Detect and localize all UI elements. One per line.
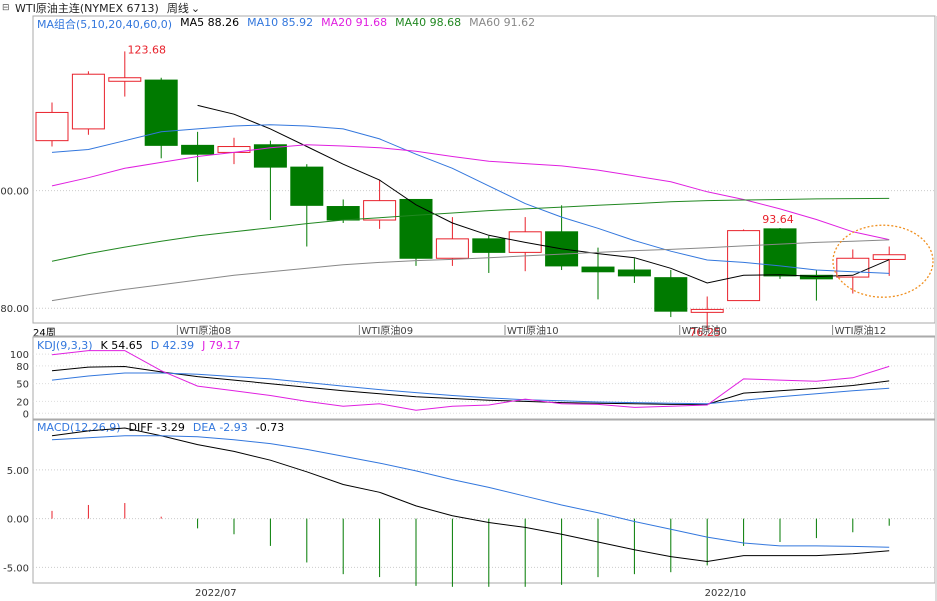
panel-frame-2	[32, 419, 936, 584]
kdj-line-d	[51, 372, 890, 405]
instrument-title: WTI原油主连(NYMEX 6713)	[15, 2, 159, 15]
contract-label: WTI原油10	[507, 324, 559, 337]
candle-up	[363, 200, 397, 221]
date-label: 2022/10	[705, 588, 747, 599]
chevron-down-icon: ⌄	[190, 1, 201, 15]
macd-y-tick: -5.00	[3, 563, 29, 574]
candle-down	[399, 198, 433, 259]
period-label: 周线	[166, 2, 189, 15]
ma-legend: MA组合(5,10,20,40,60,0) MA5 88.26 MA10 85.…	[37, 16, 535, 32]
candle-down	[144, 79, 178, 146]
period-dropdown[interactable]: 周线 ⌄	[167, 0, 200, 16]
price-y-tick: 100.00	[0, 187, 29, 198]
candle-down	[581, 266, 615, 273]
kdj-line-j	[51, 350, 890, 411]
kdj-y-tick: 80	[16, 362, 29, 373]
ma10-label: MA10 85.92	[247, 16, 314, 29]
price-y-tick: 80.00	[0, 304, 29, 315]
minimize-icon[interactable]: ⊟	[2, 3, 10, 13]
kdj-y-tick: 0	[23, 409, 29, 420]
date-label: 2022/07	[195, 588, 237, 599]
macd-dea-label: DEA -2.93	[192, 421, 248, 434]
ma-line-ma60	[51, 239, 890, 302]
contract-label: WTI原油09	[361, 324, 413, 337]
macd-y-tick: 5.00	[7, 466, 29, 477]
candle-up	[690, 308, 724, 313]
kdj-d-label: D 42.39	[150, 339, 195, 352]
candle-up	[508, 231, 542, 253]
kdj-j-label: J 79.17	[202, 339, 241, 352]
candle-up	[872, 254, 906, 260]
candle-down	[253, 144, 287, 168]
candle-down	[654, 277, 688, 312]
candle-down	[617, 269, 651, 277]
ma20-label: MA20 91.68	[321, 16, 388, 29]
vertical-scrollbar[interactable]	[935, 16, 937, 601]
contract-label: WTI原油08	[179, 324, 231, 337]
local-high-label: 93.64	[762, 213, 794, 226]
candle-down	[545, 231, 579, 267]
candle-up	[217, 146, 251, 153]
macd-diff-label: DIFF -3.29	[128, 421, 185, 434]
macd-name-label[interactable]: MACD(12,26,9)	[37, 421, 121, 434]
ma-group-label[interactable]: MA组合(5,10,20,40,60,0)	[37, 18, 173, 31]
kdj-y-tick: 20	[16, 397, 29, 408]
macd-legend: MACD(12,26,9) DIFF -3.29 DEA -2.93 -0.73	[37, 421, 284, 434]
ma40-label: MA40 98.68	[395, 16, 462, 29]
candle-down	[181, 144, 215, 155]
macd-diff-line	[51, 427, 890, 563]
min-price-label: 76.25	[689, 326, 721, 339]
kdj-y-tick: 50	[16, 380, 29, 391]
candle-down	[763, 228, 797, 277]
candle-down	[472, 238, 506, 253]
candle-up	[727, 230, 761, 302]
contract-label: WTI原油0	[682, 324, 727, 337]
ma60-label: MA60 91.62	[469, 16, 536, 29]
kdj-line-k	[51, 365, 890, 405]
highlight-circle	[832, 224, 934, 298]
macd-value-label: -0.73	[255, 421, 285, 434]
candle-up	[108, 77, 142, 82]
max-price-label: 123.68	[128, 43, 167, 56]
kdj-y-tick: 100	[10, 350, 29, 361]
ma-line-ma20	[51, 144, 890, 241]
kdj-k-label: K 54.65	[100, 339, 143, 352]
candle-up	[71, 73, 105, 130]
title-bar: ⊟ WTI原油主连(NYMEX 6713) 周线 ⌄	[0, 0, 937, 16]
candle-down	[799, 274, 833, 280]
panel-frame-0	[32, 15, 936, 324]
ma5-label: MA5 88.26	[180, 16, 240, 29]
candle-up	[435, 238, 469, 259]
candle-down	[326, 206, 360, 221]
macd-dea-line	[51, 435, 890, 548]
cycle-label: 24周	[33, 328, 56, 339]
ma-line-ma40	[51, 197, 890, 262]
candle-down	[290, 166, 324, 206]
kdj-name-label[interactable]: KDJ(9,3,3)	[37, 339, 93, 352]
ma-line-ma5	[197, 104, 890, 284]
macd-y-tick: 0.00	[7, 515, 29, 526]
candle-up	[836, 257, 870, 278]
kdj-legend: KDJ(9,3,3) K 54.65 D 42.39 J 79.17	[37, 339, 240, 352]
candle-up	[35, 111, 69, 142]
contract-label: WTI原油12	[835, 324, 887, 337]
ma-line-ma10	[51, 124, 890, 274]
